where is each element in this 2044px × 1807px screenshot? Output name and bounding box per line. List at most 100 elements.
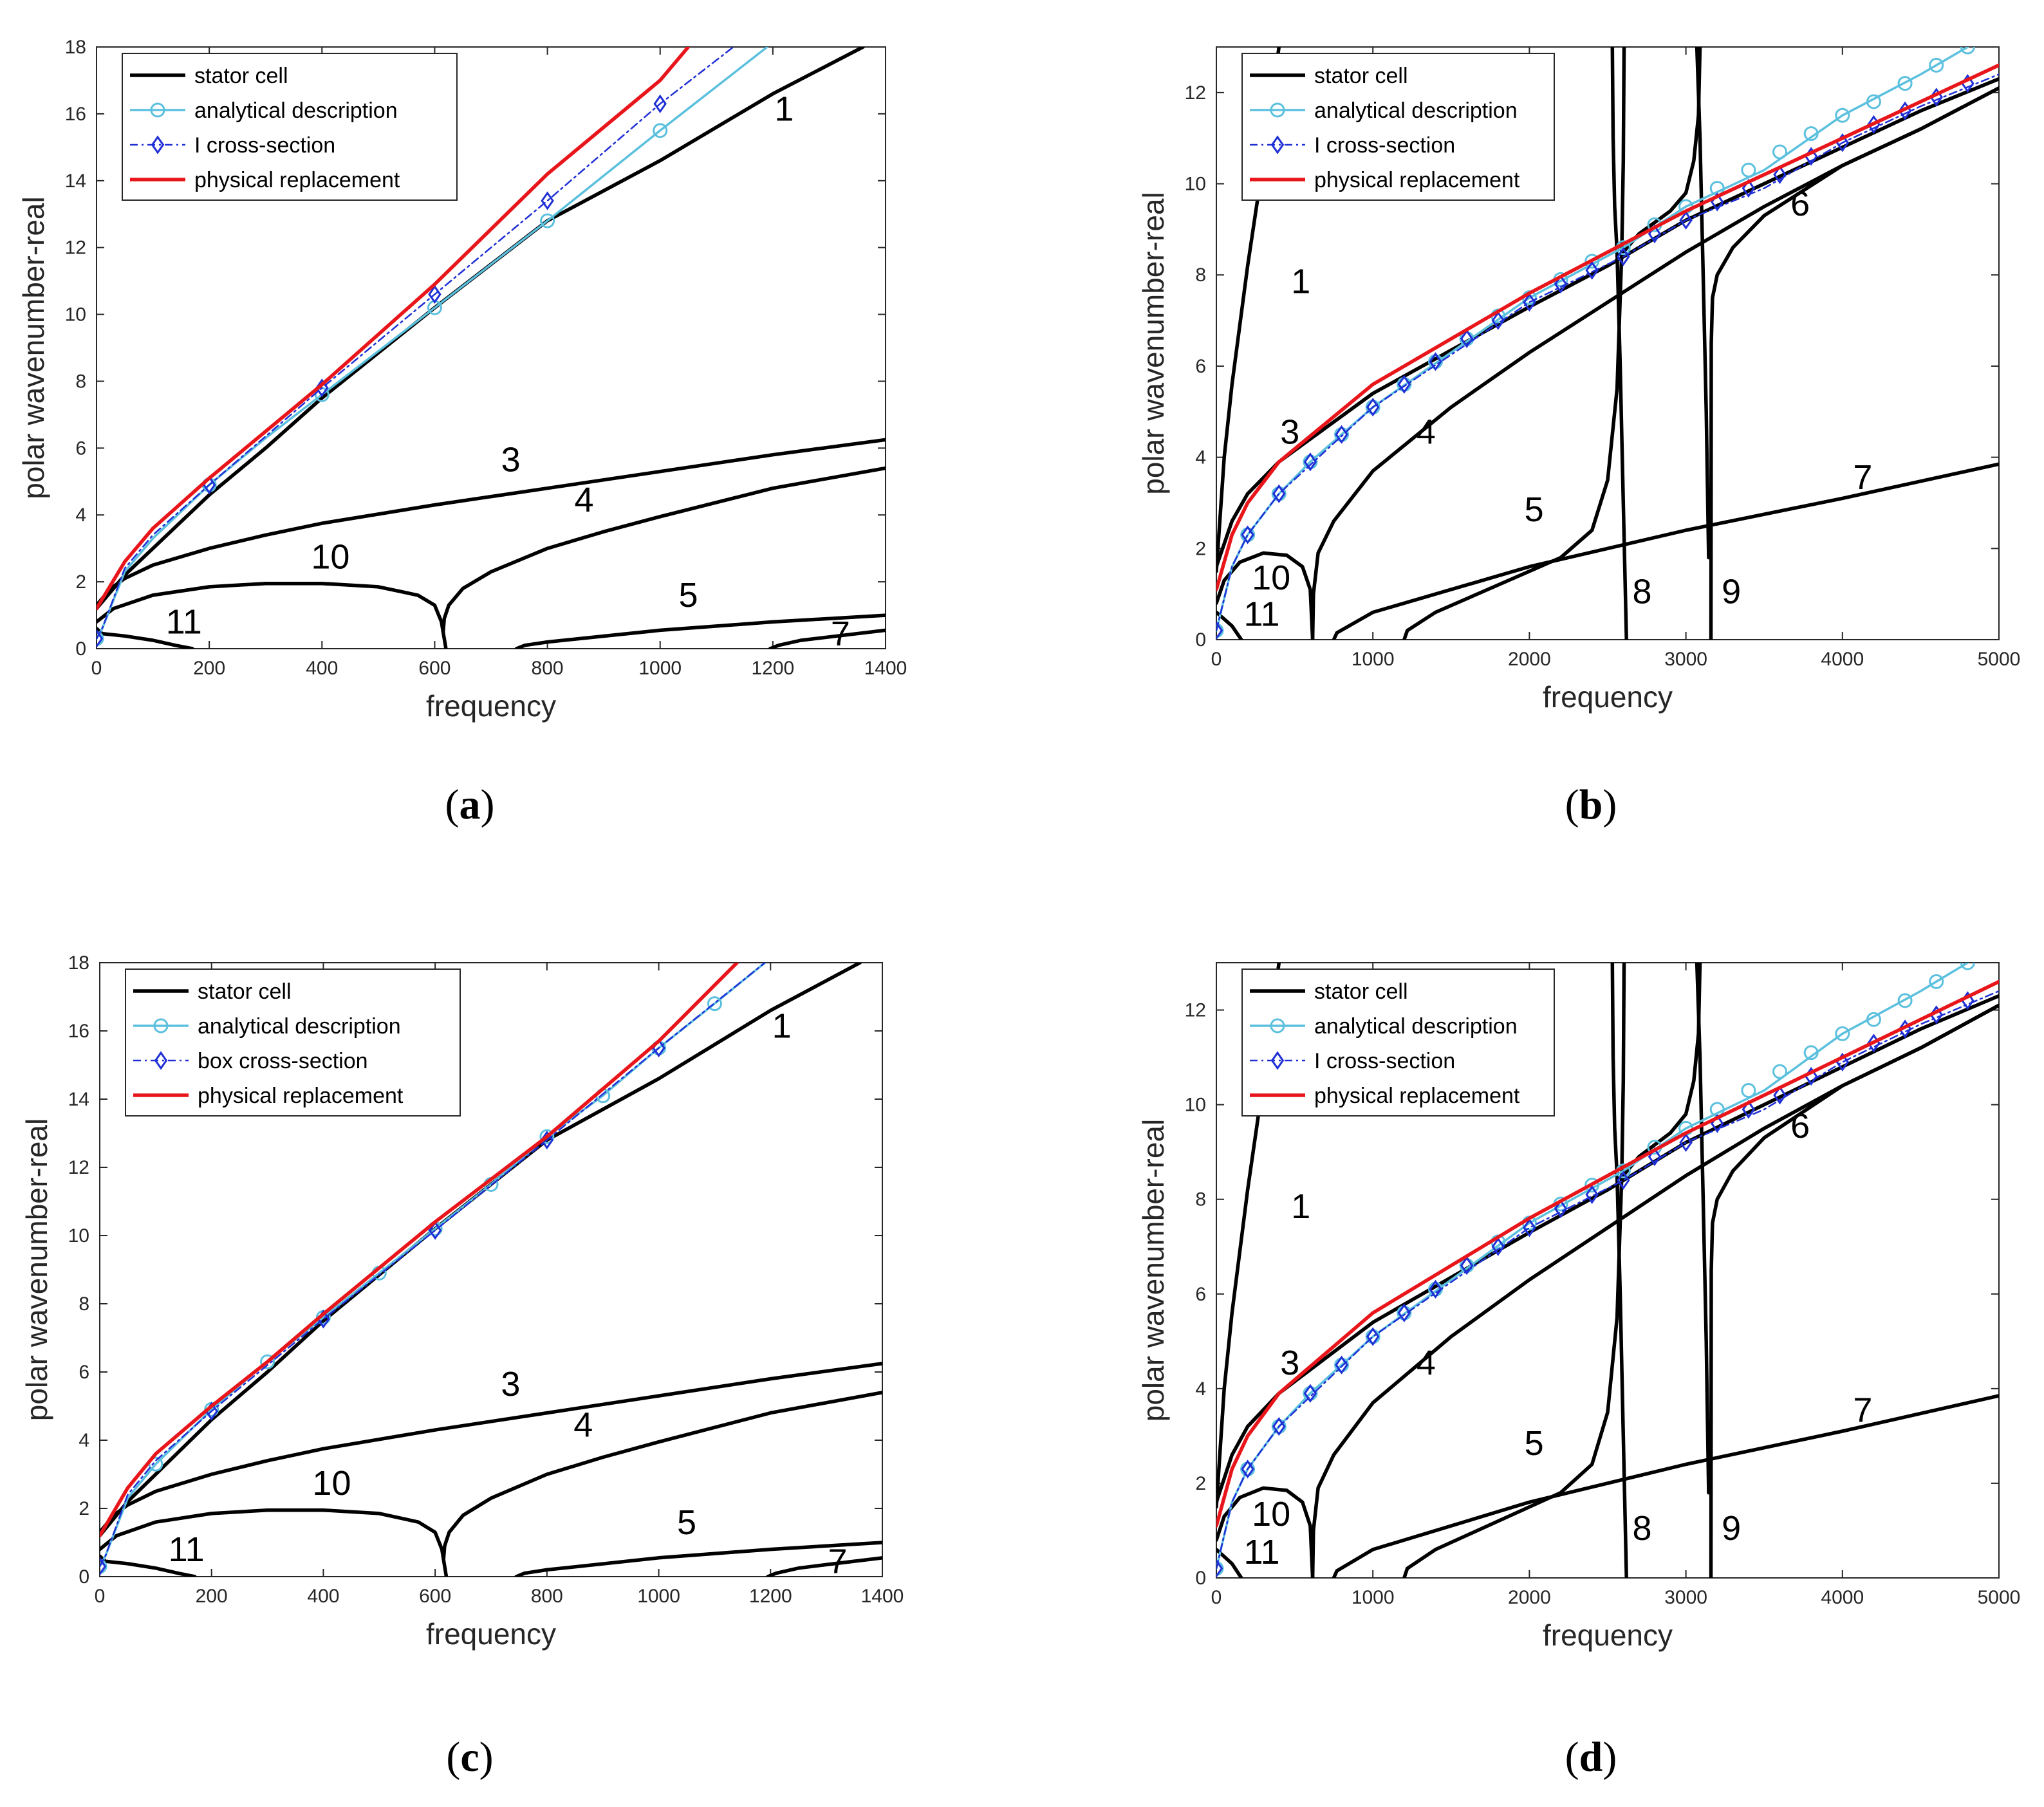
legend-marker xyxy=(151,135,165,154)
legend-label: I cross-section xyxy=(1314,1049,1455,1073)
legend-label: analytical description xyxy=(198,1014,401,1039)
legend-box xyxy=(1241,968,1555,1117)
series-group xyxy=(100,963,882,1577)
data-point-marker xyxy=(1272,484,1286,503)
x-axis-label: frequency xyxy=(1543,680,1673,714)
x-tick-label: 1200 xyxy=(749,1586,792,1607)
y-tick-label: 12 xyxy=(1185,1000,1206,1021)
curve-label: 11 xyxy=(1243,1533,1279,1571)
x-tick-label: 800 xyxy=(532,658,564,679)
legend-marker xyxy=(154,1051,168,1070)
curve-label: 8 xyxy=(1632,1509,1651,1548)
legend-label: physical replacement xyxy=(1314,168,1520,192)
series-line-stator-cell-11 xyxy=(97,627,194,649)
y-axis-label: polar wavenumber-real xyxy=(20,1118,53,1421)
x-tick-label: 400 xyxy=(307,1586,339,1607)
series-line-stator-cell-11 xyxy=(100,1554,197,1577)
legend-box xyxy=(1241,53,1555,201)
series-group xyxy=(1216,47,1999,640)
y-tick-label: 8 xyxy=(79,1293,89,1315)
y-tick-label: 18 xyxy=(65,37,86,58)
data-point-marker xyxy=(1272,1417,1286,1436)
curve-label: 4 xyxy=(1417,1344,1436,1382)
legend-marker xyxy=(1270,135,1285,154)
series-line-stator-cell-5 xyxy=(514,1541,882,1577)
legend-label: physical replacement xyxy=(194,168,400,192)
y-tick-label: 14 xyxy=(65,171,86,192)
series-line-physical-replacement xyxy=(1216,979,1999,1528)
series-line-stator-cell-6b xyxy=(1709,1003,1999,1578)
x-axis-label: frequency xyxy=(426,1617,556,1651)
x-tick-label: 800 xyxy=(531,1586,563,1607)
x-tick-label: 0 xyxy=(1211,649,1222,670)
data-point-marker xyxy=(1742,1100,1756,1119)
series-line-stator-cell-7 xyxy=(1332,1394,1999,1578)
legend-label: analytical description xyxy=(194,98,398,123)
x-tick-label: 1000 xyxy=(637,1586,680,1607)
series-line-stator-cell-10 xyxy=(97,581,448,649)
x-tick-label: 5000 xyxy=(1978,1587,2021,1608)
chart-panel-b: 0 1000 2000 3000 4000 5000 0 2 4 6 8 10 12 frequency p… xyxy=(1137,46,2020,828)
data-point-marker xyxy=(1960,47,1975,55)
y-tick-label: 10 xyxy=(65,304,86,326)
curve-label: 5 xyxy=(1525,1424,1544,1463)
data-point-marker xyxy=(1491,311,1505,330)
data-point-marker xyxy=(1585,1185,1599,1204)
data-point-marker xyxy=(1648,1147,1662,1167)
x-tick-label: 1200 xyxy=(751,658,794,679)
x-tick-label: 0 xyxy=(95,1586,106,1607)
y-tick-label: 16 xyxy=(65,104,86,125)
y-tick-label: 4 xyxy=(1195,447,1206,468)
series-group xyxy=(97,47,886,649)
data-point-marker xyxy=(97,629,104,649)
data-point-marker xyxy=(1460,329,1474,349)
panel-caption: (d) xyxy=(1565,1734,1617,1781)
x-tick-label: 0 xyxy=(91,658,102,679)
legend-marker xyxy=(153,1018,169,1033)
curve-label: 3 xyxy=(501,1365,520,1404)
data-point-marker xyxy=(1397,375,1411,394)
legend-marker xyxy=(1270,102,1285,118)
data-point-marker xyxy=(1741,1083,1756,1098)
data-point-marker xyxy=(1584,254,1600,269)
data-point-marker xyxy=(1835,107,1850,123)
data-point-marker xyxy=(1241,1460,1254,1479)
curve-label: 7 xyxy=(828,1543,847,1581)
curve-label: 10 xyxy=(312,1464,351,1503)
curve-label: 4 xyxy=(1417,412,1436,451)
legend: stator cell analytical description I cross… xyxy=(1241,53,1555,201)
curve-label: 3 xyxy=(1280,1344,1299,1382)
curve-label: 4 xyxy=(574,481,593,519)
data-point-marker xyxy=(1460,1256,1474,1275)
data-point-marker xyxy=(1216,621,1223,640)
curve-label: 5 xyxy=(1525,490,1544,529)
data-point-marker xyxy=(1897,76,1913,91)
data-point-marker xyxy=(1835,1026,1850,1041)
data-point-marker xyxy=(1960,963,1975,970)
y-tick-label: 14 xyxy=(68,1089,89,1110)
curve-label: 7 xyxy=(1853,458,1872,497)
y-tick-label: 8 xyxy=(1195,1189,1206,1210)
y-tick-label: 4 xyxy=(75,505,86,526)
series-line-physical-replacement xyxy=(100,963,739,1538)
panel-caption: (c) xyxy=(446,1734,493,1781)
y-tick-label: 10 xyxy=(1185,1095,1206,1116)
y-tick-label: 16 xyxy=(68,1021,89,1042)
data-point-marker xyxy=(1429,352,1442,371)
legend-label: box cross-section xyxy=(198,1049,368,1073)
data-point-marker xyxy=(707,996,722,1012)
x-tick-label: 2000 xyxy=(1508,1587,1551,1608)
legend-label: stator cell xyxy=(1314,979,1408,1004)
chart-panel-a: 0 200 400 600 800 1000 1200 1400024681012141618… xyxy=(17,37,907,828)
series-line-stator-cell-5 xyxy=(1402,47,1626,640)
x-tick-label: 1400 xyxy=(861,1586,904,1607)
y-tick-label: 6 xyxy=(1195,1284,1206,1305)
curve-label: 8 xyxy=(1632,572,1651,611)
data-point-marker xyxy=(1366,398,1380,417)
x-tick-label: 2000 xyxy=(1508,649,1551,670)
series-line-stator-cell-7 xyxy=(766,1556,882,1577)
curve-label: 11 xyxy=(169,1530,205,1569)
data-point-marker xyxy=(541,191,554,210)
data-point-marker xyxy=(539,1129,555,1144)
curve-label: 4 xyxy=(573,1406,593,1445)
